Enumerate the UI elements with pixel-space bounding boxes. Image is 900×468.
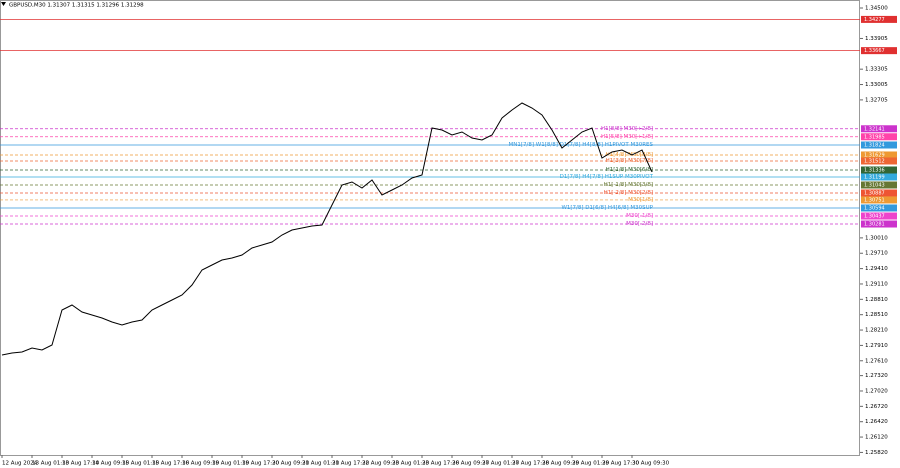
- level-label: M30[1/8]: [628, 197, 653, 203]
- price-box: [861, 196, 897, 204]
- price-box: [861, 166, 897, 174]
- x-tick-label: 29 Aug 17:30: [602, 461, 640, 467]
- level-label: M30[-1/8]: [626, 213, 653, 219]
- x-tick-label: 28 Aug 09:30: [542, 461, 580, 467]
- price-box-label: 1.34277: [864, 17, 885, 23]
- x-tick-label: 15 Aug 17:30: [152, 461, 190, 467]
- y-tick-label: 1.27320: [865, 373, 888, 379]
- price-box: [861, 189, 897, 197]
- x-tick-label: 20 Aug 09:30: [272, 461, 310, 467]
- y-tick-label: 1.25820: [865, 450, 888, 456]
- x-tick-label: 13 Aug 01:30: [32, 461, 70, 467]
- plot-frame: [0, 0, 860, 456]
- y-tick-label: 1.27910: [865, 343, 888, 349]
- x-tick-label: 14 Aug 09:30: [92, 461, 130, 467]
- price-box-label: 1.32141: [864, 126, 885, 132]
- price-box-label: 1.31512: [864, 158, 885, 164]
- y-tick-label: 1.26120: [865, 435, 888, 441]
- price-box: [861, 173, 897, 181]
- y-tick-label: 1.29410: [865, 266, 888, 272]
- collapse-icon[interactable]: [1, 2, 6, 6]
- level-label: H1[-2/8] M30[2/8]: [604, 190, 653, 196]
- x-tick-label: 27 Aug 17:30: [512, 461, 550, 467]
- level-label: H1[5/8] M30[+1/8]: [601, 134, 653, 140]
- level-label: M30[-2/8]: [626, 221, 653, 227]
- price-box: [861, 133, 897, 141]
- x-tick-label: 21 Aug 17:30: [332, 461, 370, 467]
- level-label: H1[1/8] M30[6/8]: [606, 167, 653, 173]
- price-box: [861, 141, 897, 149]
- x-tick-label: 12 Aug 2024: [2, 461, 38, 467]
- price-box-label: 1.30437: [864, 214, 885, 220]
- price-box-label: 1.30887: [864, 190, 885, 196]
- x-tick-label: 23 Aug 17:30: [422, 461, 460, 467]
- price-box-label: 1.30751: [864, 197, 885, 203]
- y-tick-label: 1.33005: [865, 82, 888, 88]
- price-box-label: 1.31199: [864, 175, 885, 181]
- price-line: [1, 102, 653, 356]
- y-tick-label: 1.33905: [865, 36, 888, 42]
- level-label: W1[7/8] D1[6/8] H4[6/8] M30SUP: [561, 205, 653, 211]
- y-tick-label: 1.28210: [865, 328, 888, 334]
- x-tick-label: 29 Aug 01:30: [572, 461, 610, 467]
- y-tick-label: 1.26720: [865, 404, 888, 410]
- level-label: D1[7/8] H4[7/8] H1SUP M30PIVOT: [560, 174, 654, 180]
- level-label: H1[4/8] M30[8/8]: [606, 152, 653, 158]
- x-tick-label: 13 Aug 17:30: [62, 461, 100, 467]
- y-tick-label: 1.27020: [865, 388, 888, 394]
- y-tick-label: 1.29110: [865, 281, 888, 287]
- y-tick-label: 1.28810: [865, 297, 888, 303]
- price-box: [861, 151, 897, 159]
- price-box: [861, 157, 897, 165]
- x-tick-label: 19 Aug 17:30: [242, 461, 280, 467]
- price-box: [861, 212, 897, 220]
- x-tick-label: 15 Aug 01:30: [122, 461, 160, 467]
- y-tick-label: 1.33305: [865, 67, 888, 73]
- price-box-label: 1.30281: [864, 222, 885, 228]
- level-label: H1[-1/8] M30[3/8]: [604, 182, 653, 188]
- price-box-label: 1.31629: [864, 152, 885, 158]
- x-tick-label: 21 Aug 01:30: [302, 461, 340, 467]
- y-tick-label: 1.30010: [865, 235, 888, 241]
- price-box: [861, 220, 897, 228]
- level-label: MN1[7/8] W1[8/8] D1[7/8] H4[8/8] H1PIVOT…: [509, 142, 654, 148]
- x-tick-label: 22 Aug 09:30: [362, 461, 400, 467]
- price-box: [861, 15, 897, 23]
- price-box: [861, 125, 897, 133]
- level-label: H1[8/8] M30[+2/8]: [601, 126, 653, 132]
- y-tick-label: 1.34500: [865, 5, 888, 11]
- y-tick-label: 1.28510: [865, 312, 888, 318]
- x-tick-label: 16 Aug 09:30: [182, 461, 220, 467]
- price-box-label: 1.33667: [864, 48, 885, 54]
- y-tick-label: 1.32705: [865, 97, 888, 103]
- price-box-label: 1.30594: [864, 205, 885, 211]
- x-tick-label: 27 Aug 01:30: [482, 461, 520, 467]
- price-box: [861, 47, 897, 55]
- x-tick-label: 23 Aug 01:30: [392, 461, 430, 467]
- y-tick-label: 1.29710: [865, 251, 888, 257]
- x-tick-label: 30 Aug 09:30: [632, 461, 670, 467]
- y-tick-label: 1.27610: [865, 358, 888, 364]
- price-box: [861, 204, 897, 212]
- x-tick-label: 26 Aug 09:30: [452, 461, 490, 467]
- price-box-label: 1.31824: [864, 143, 885, 149]
- price-box-label: 1.31336: [864, 167, 885, 173]
- level-label: H1[3/8] M30[7/8]: [606, 158, 653, 164]
- chart-title: GBPUSD,M30 1.31307 1.31315 1.31296 1.312…: [9, 3, 144, 9]
- price-box: [861, 181, 897, 189]
- x-tick-label: 19 Aug 01:30: [212, 461, 250, 467]
- price-box-label: 1.31043: [864, 182, 885, 188]
- price-box-label: 1.31985: [864, 134, 885, 140]
- y-tick-label: 1.26420: [865, 419, 888, 425]
